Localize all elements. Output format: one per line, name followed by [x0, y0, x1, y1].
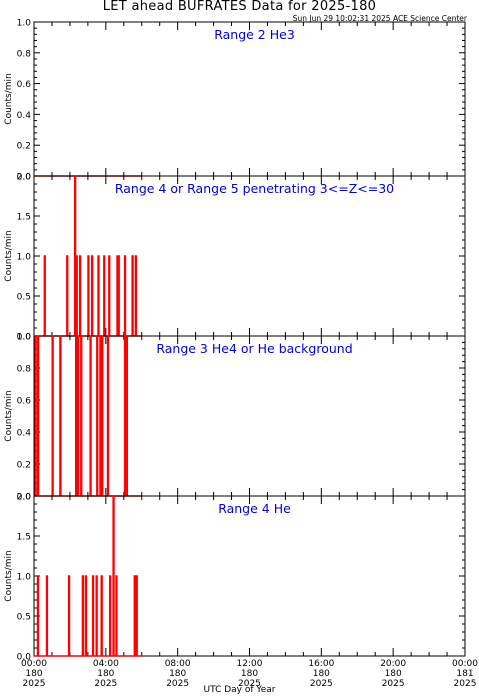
x-tick-label-day: 180 — [169, 669, 186, 679]
x-tick-label-year: 2025 — [94, 679, 117, 689]
x-tick-label-time: 20:00 — [380, 659, 406, 669]
panel-title: Range 4 or Range 5 penetrating 3<=Z<=30 — [115, 181, 394, 196]
y-tick-label: 1.5 — [17, 533, 31, 543]
y-tick-label: 2.0 — [17, 173, 32, 183]
y-tick-label: 1.0 — [17, 573, 32, 583]
y-tick-label: 0.2 — [17, 461, 31, 471]
data-series-line — [34, 335, 142, 497]
y-tick-label: 0.2 — [17, 142, 31, 152]
y-tick-label: 1.0 — [17, 19, 32, 29]
x-tick-label-year: 2025 — [454, 679, 477, 689]
y-tick-label: 0.6 — [17, 397, 32, 407]
y-tick-label: 0.0 — [17, 333, 32, 343]
y-tick-label: 2.0 — [17, 493, 32, 503]
x-axis-label: UTC Day of Year — [203, 685, 276, 695]
panel-title: Range 4 He — [218, 501, 291, 516]
y-tick-label: 0.0 — [17, 653, 32, 663]
chart-subtitle: Sun Jun 29 10:02:31 2025 ACE Science Cen… — [292, 14, 467, 23]
y-tick-label: 0.6 — [17, 80, 32, 90]
y-tick-label: 1.0 — [17, 253, 32, 263]
plot-frame — [33, 495, 466, 657]
x-tick-label-year: 2025 — [166, 679, 189, 689]
y-tick-label: 0.8 — [17, 365, 32, 375]
y-tick-label: 0.4 — [17, 111, 32, 121]
x-tick-label-time: 08:00 — [165, 659, 191, 669]
x-tick-label-year: 2025 — [238, 679, 261, 689]
x-tick-label-year: 2025 — [310, 679, 333, 689]
panel-title: Range 3 He4 or He background — [156, 341, 352, 356]
x-tick-label-day: 180 — [241, 669, 258, 679]
y-tick-label: 1.5 — [17, 213, 31, 223]
y-axis-label: Counts/min — [4, 73, 14, 124]
x-tick-label-time: 12:00 — [237, 659, 263, 669]
y-tick-label: 0.0 — [17, 173, 32, 183]
y-axis-label: Counts/min — [4, 390, 14, 441]
x-tick-label-day: 180 — [385, 669, 402, 679]
x-tick-label-day: 180 — [97, 669, 114, 679]
x-tick-label-year: 2025 — [23, 679, 46, 689]
y-tick-label: 0.0 — [17, 493, 32, 503]
y-tick-label: 0.4 — [17, 429, 32, 439]
x-tick-label-day: 180 — [313, 669, 330, 679]
y-tick-label: 0.5 — [17, 293, 31, 303]
x-tick-label-day: 181 — [456, 669, 473, 679]
data-series-line — [34, 175, 142, 337]
x-tick-label-time: 16:00 — [308, 659, 334, 669]
panel-title: Range 2 He3 — [214, 27, 295, 42]
chart-title: LET ahead BUFRATES Data for 2025-180 — [102, 0, 377, 14]
x-tick-label-time: 00:00 — [452, 659, 478, 669]
y-tick-label: 0.8 — [17, 49, 32, 59]
y-tick-label: 1.0 — [17, 333, 32, 343]
y-tick-label: 0.5 — [17, 613, 31, 623]
plot-frame — [33, 21, 466, 177]
x-tick-label-year: 2025 — [382, 679, 405, 689]
x-tick-label-time: 04:00 — [93, 659, 119, 669]
plot-frame — [33, 335, 466, 497]
x-tick-label-time: 00:00 — [21, 659, 47, 669]
y-axis-label: Counts/min — [4, 550, 14, 601]
data-series-line — [34, 495, 142, 657]
x-tick-label-day: 180 — [25, 669, 42, 679]
y-axis-label: Counts/min — [4, 230, 14, 281]
